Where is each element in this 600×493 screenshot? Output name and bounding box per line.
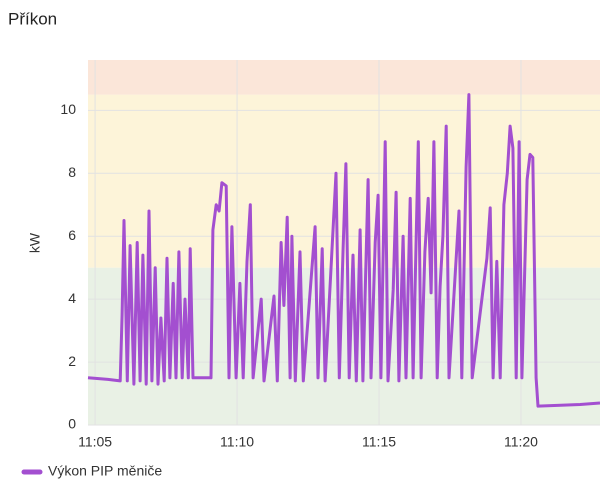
x-tick-label: 11:05 (78, 434, 112, 450)
x-tick-label: 11:20 (504, 434, 538, 450)
x-tick-label: 11:10 (220, 434, 254, 450)
y-axis-label: kW (27, 232, 43, 253)
y-tick-label: 10 (60, 101, 76, 117)
x-tick-label: 11:15 (362, 434, 396, 450)
y-tick-label: 6 (68, 227, 76, 243)
y-tick-label: 0 (68, 416, 76, 432)
chart-title: Příkon (8, 9, 57, 28)
y-tick-label: 2 (68, 353, 76, 369)
threshold-band (88, 60, 600, 95)
y-tick-label: 8 (68, 164, 76, 180)
y-tick-label: 4 (68, 290, 76, 306)
legend-label: Výkon PIP měniče (48, 463, 162, 479)
data-line (87, 93, 600, 408)
